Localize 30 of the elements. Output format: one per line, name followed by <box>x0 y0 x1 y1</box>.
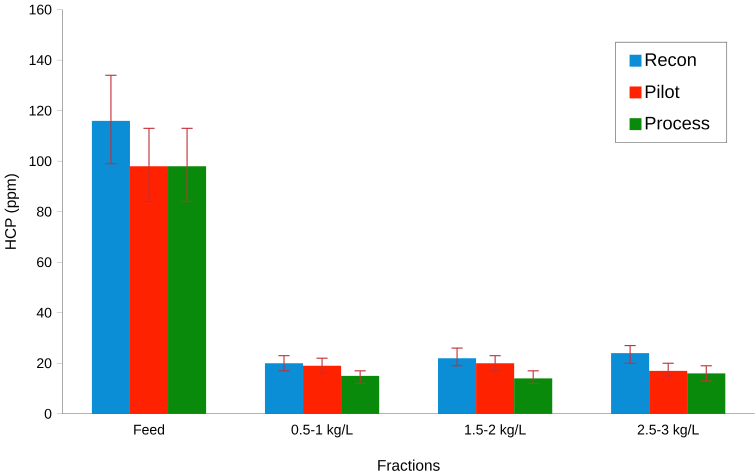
bar <box>264 363 304 414</box>
legend-label: Process <box>646 116 710 130</box>
x-tick-label: 0.5-1 kg/L <box>292 424 353 438</box>
bar <box>168 166 206 414</box>
y-tick-label: 100 <box>30 156 52 166</box>
bar <box>438 358 476 414</box>
bar <box>649 370 688 414</box>
x-tick-label: 2.5-3 kg/L <box>638 424 699 438</box>
bar <box>687 373 726 414</box>
x-axis-title: Fractions <box>378 459 440 471</box>
y-tick-label: 120 <box>30 105 52 116</box>
bar <box>514 378 552 414</box>
bar <box>476 363 514 414</box>
bar <box>303 366 342 414</box>
bar <box>611 352 650 414</box>
y-tick-label: 140 <box>30 54 52 65</box>
bar <box>130 166 168 414</box>
legend-label: Pilot <box>646 84 680 98</box>
bar <box>341 376 380 414</box>
y-tick-label: 60 <box>37 257 52 267</box>
y-tick-label: 20 <box>37 358 52 368</box>
x-tick-label: Feed <box>134 424 164 434</box>
bar <box>92 120 130 414</box>
legend-label: Recon <box>646 53 696 66</box>
y-tick-label: 160 <box>30 4 52 14</box>
y-tick-label: 80 <box>36 206 52 216</box>
y-axis-title: HCP (ppm) <box>4 174 19 249</box>
y-tick-label: 0 <box>44 408 52 418</box>
y-tick-label: 40 <box>36 308 52 318</box>
x-tick-label: 1.5-2 kg/L <box>465 424 526 438</box>
